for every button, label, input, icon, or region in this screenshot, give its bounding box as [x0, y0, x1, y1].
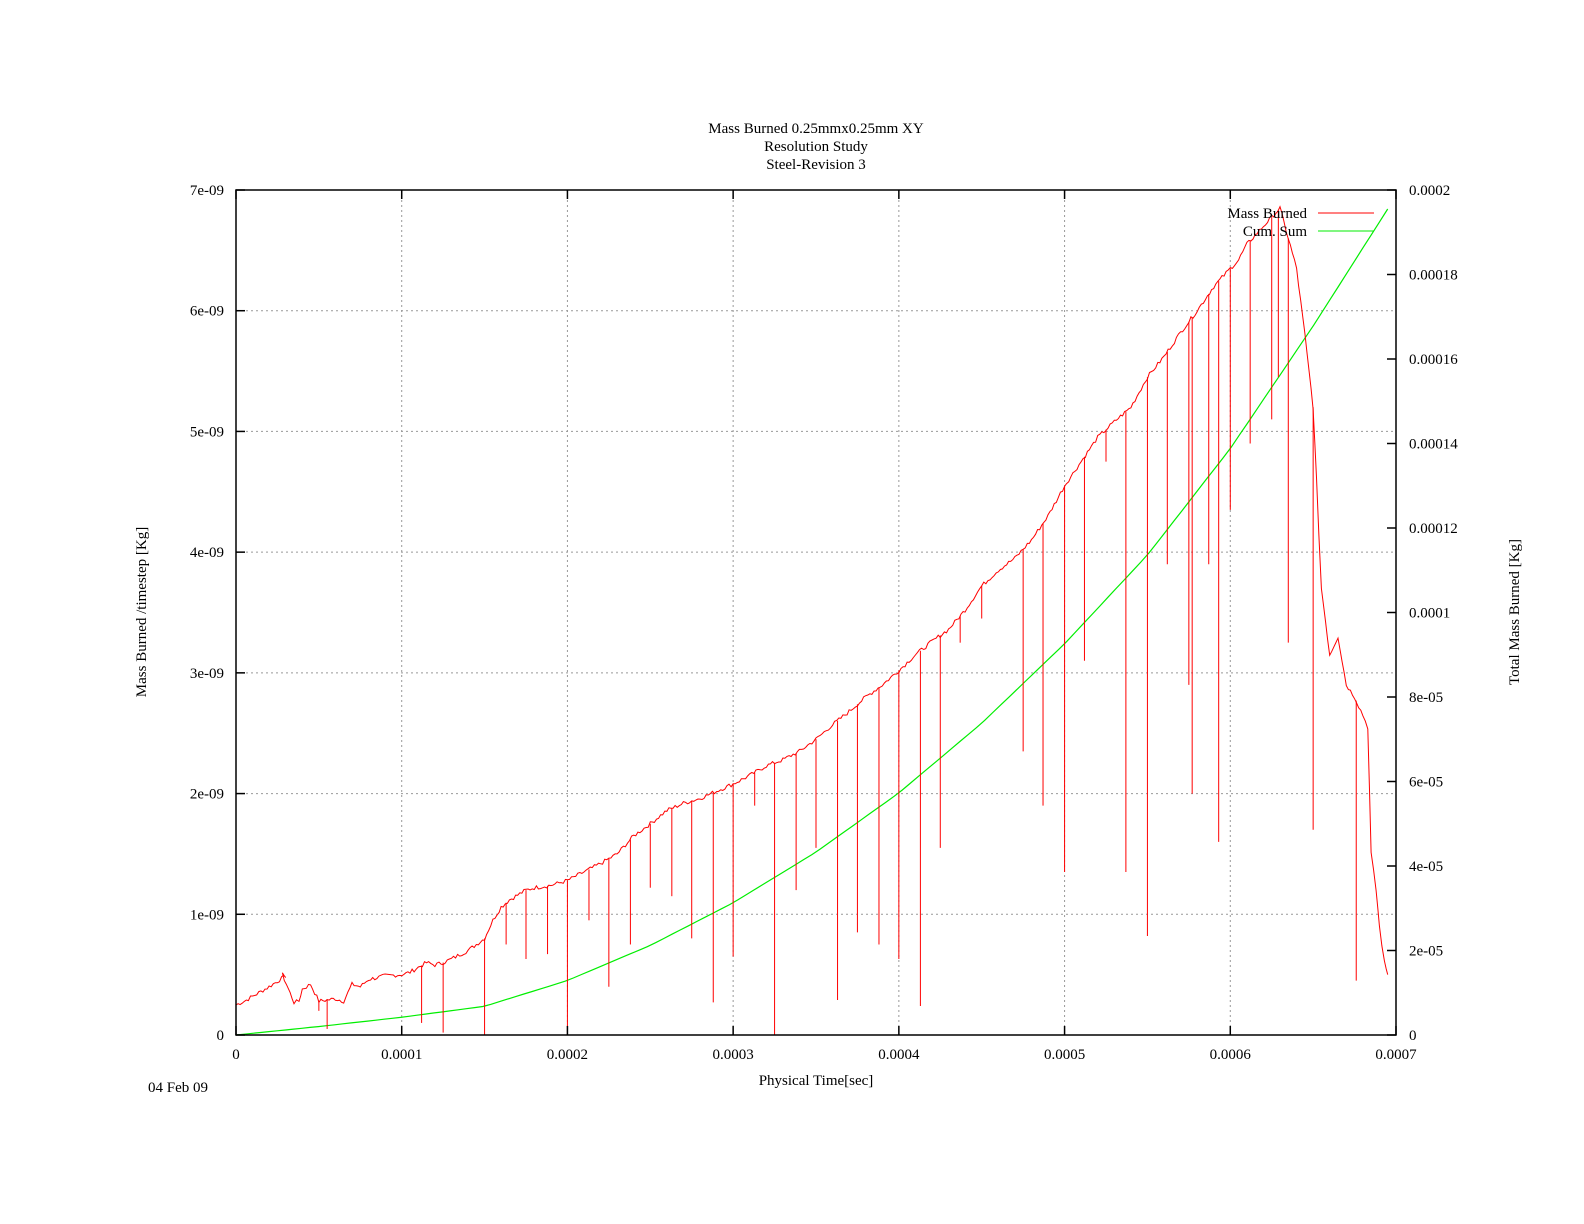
y2-tick-label: 2e-05: [1409, 944, 1443, 960]
x-tick-label: 0: [232, 1047, 240, 1063]
chart-title-line-1: Mass Burned 0.25mmx0.25mm XY: [708, 121, 924, 137]
legend: Mass Burned Cum. Sum: [1227, 206, 1374, 240]
y-tick-label: 3e-09: [190, 666, 224, 682]
y-tick-label: 4e-09: [190, 545, 224, 561]
x-tick-label: 0.0003: [713, 1047, 754, 1063]
footer-date: 04 Feb 09: [148, 1080, 208, 1096]
y-tick-labels: 0 1e-09 2e-09 3e-09 4e-09 5e-09 6e-09 7e-09: [190, 183, 224, 1044]
x-tick-labels: 0 0.0001 0.0002 0.0003 0.0004 0.0005 0.0006 0.0…: [232, 1047, 1417, 1063]
series-cum-sum: [235, 208, 1389, 1036]
y2-tick-label: 0.0002: [1409, 183, 1450, 199]
x-tick-label: 0.0001: [381, 1047, 422, 1063]
y2-tick-labels: 0 2e-05 4e-05 6e-05 8e-05 0.0001 0.00012 0.0001…: [1409, 183, 1458, 1044]
x-tick-label: 0.0004: [878, 1047, 920, 1063]
plot-frame: [235, 189, 1397, 1036]
legend-label-mass-burned: Mass Burned: [1227, 206, 1307, 222]
chart-title-line-3: Steel-Revision 3: [766, 157, 866, 173]
y-tick-label: 2e-09: [190, 787, 224, 803]
x-tick-label: 0.0005: [1044, 1047, 1085, 1063]
y-axis-label: Mass Burned /timestep [Kg]: [134, 527, 150, 697]
line-mass-burned: [235, 205, 1389, 1006]
y2-tick-label: 8e-05: [1409, 690, 1443, 706]
grid-lines: [236, 190, 1396, 1035]
y2-tick-label: 0: [1409, 1028, 1417, 1044]
chart-title-line-2: Resolution Study: [764, 139, 868, 155]
y2-tick-label: 0.00014: [1409, 437, 1458, 453]
x-tick-label: 0.0006: [1210, 1047, 1252, 1063]
series-mass-burned: [235, 205, 1389, 1035]
y-tick-label: 1e-09: [190, 907, 224, 923]
y-tick-label: 6e-09: [190, 304, 224, 320]
y-tick-label: 0: [217, 1028, 225, 1044]
line-cum-sum: [235, 208, 1389, 1036]
x-tick-label: 0.0007: [1375, 1047, 1417, 1063]
y2-tick-label: 4e-05: [1409, 859, 1443, 875]
x-tick-label: 0.0002: [547, 1047, 588, 1063]
y2-tick-label: 0.0001: [1409, 606, 1450, 622]
legend-label-cum-sum: Cum. Sum: [1243, 224, 1308, 240]
y-tick-label: 5e-09: [190, 424, 224, 440]
axis-ticks: [235, 189, 1397, 1036]
y2-tick-label: 0.00018: [1409, 268, 1458, 284]
y2-tick-label: 6e-05: [1409, 775, 1443, 791]
x-axis-label: Physical Time[sec]: [759, 1073, 874, 1089]
y2-axis-label: Total Mass Burned [Kg]: [1507, 539, 1523, 685]
y2-tick-label: 0.00016: [1409, 352, 1458, 368]
y-tick-label: 7e-09: [190, 183, 224, 199]
y2-tick-label: 0.00012: [1409, 521, 1458, 537]
